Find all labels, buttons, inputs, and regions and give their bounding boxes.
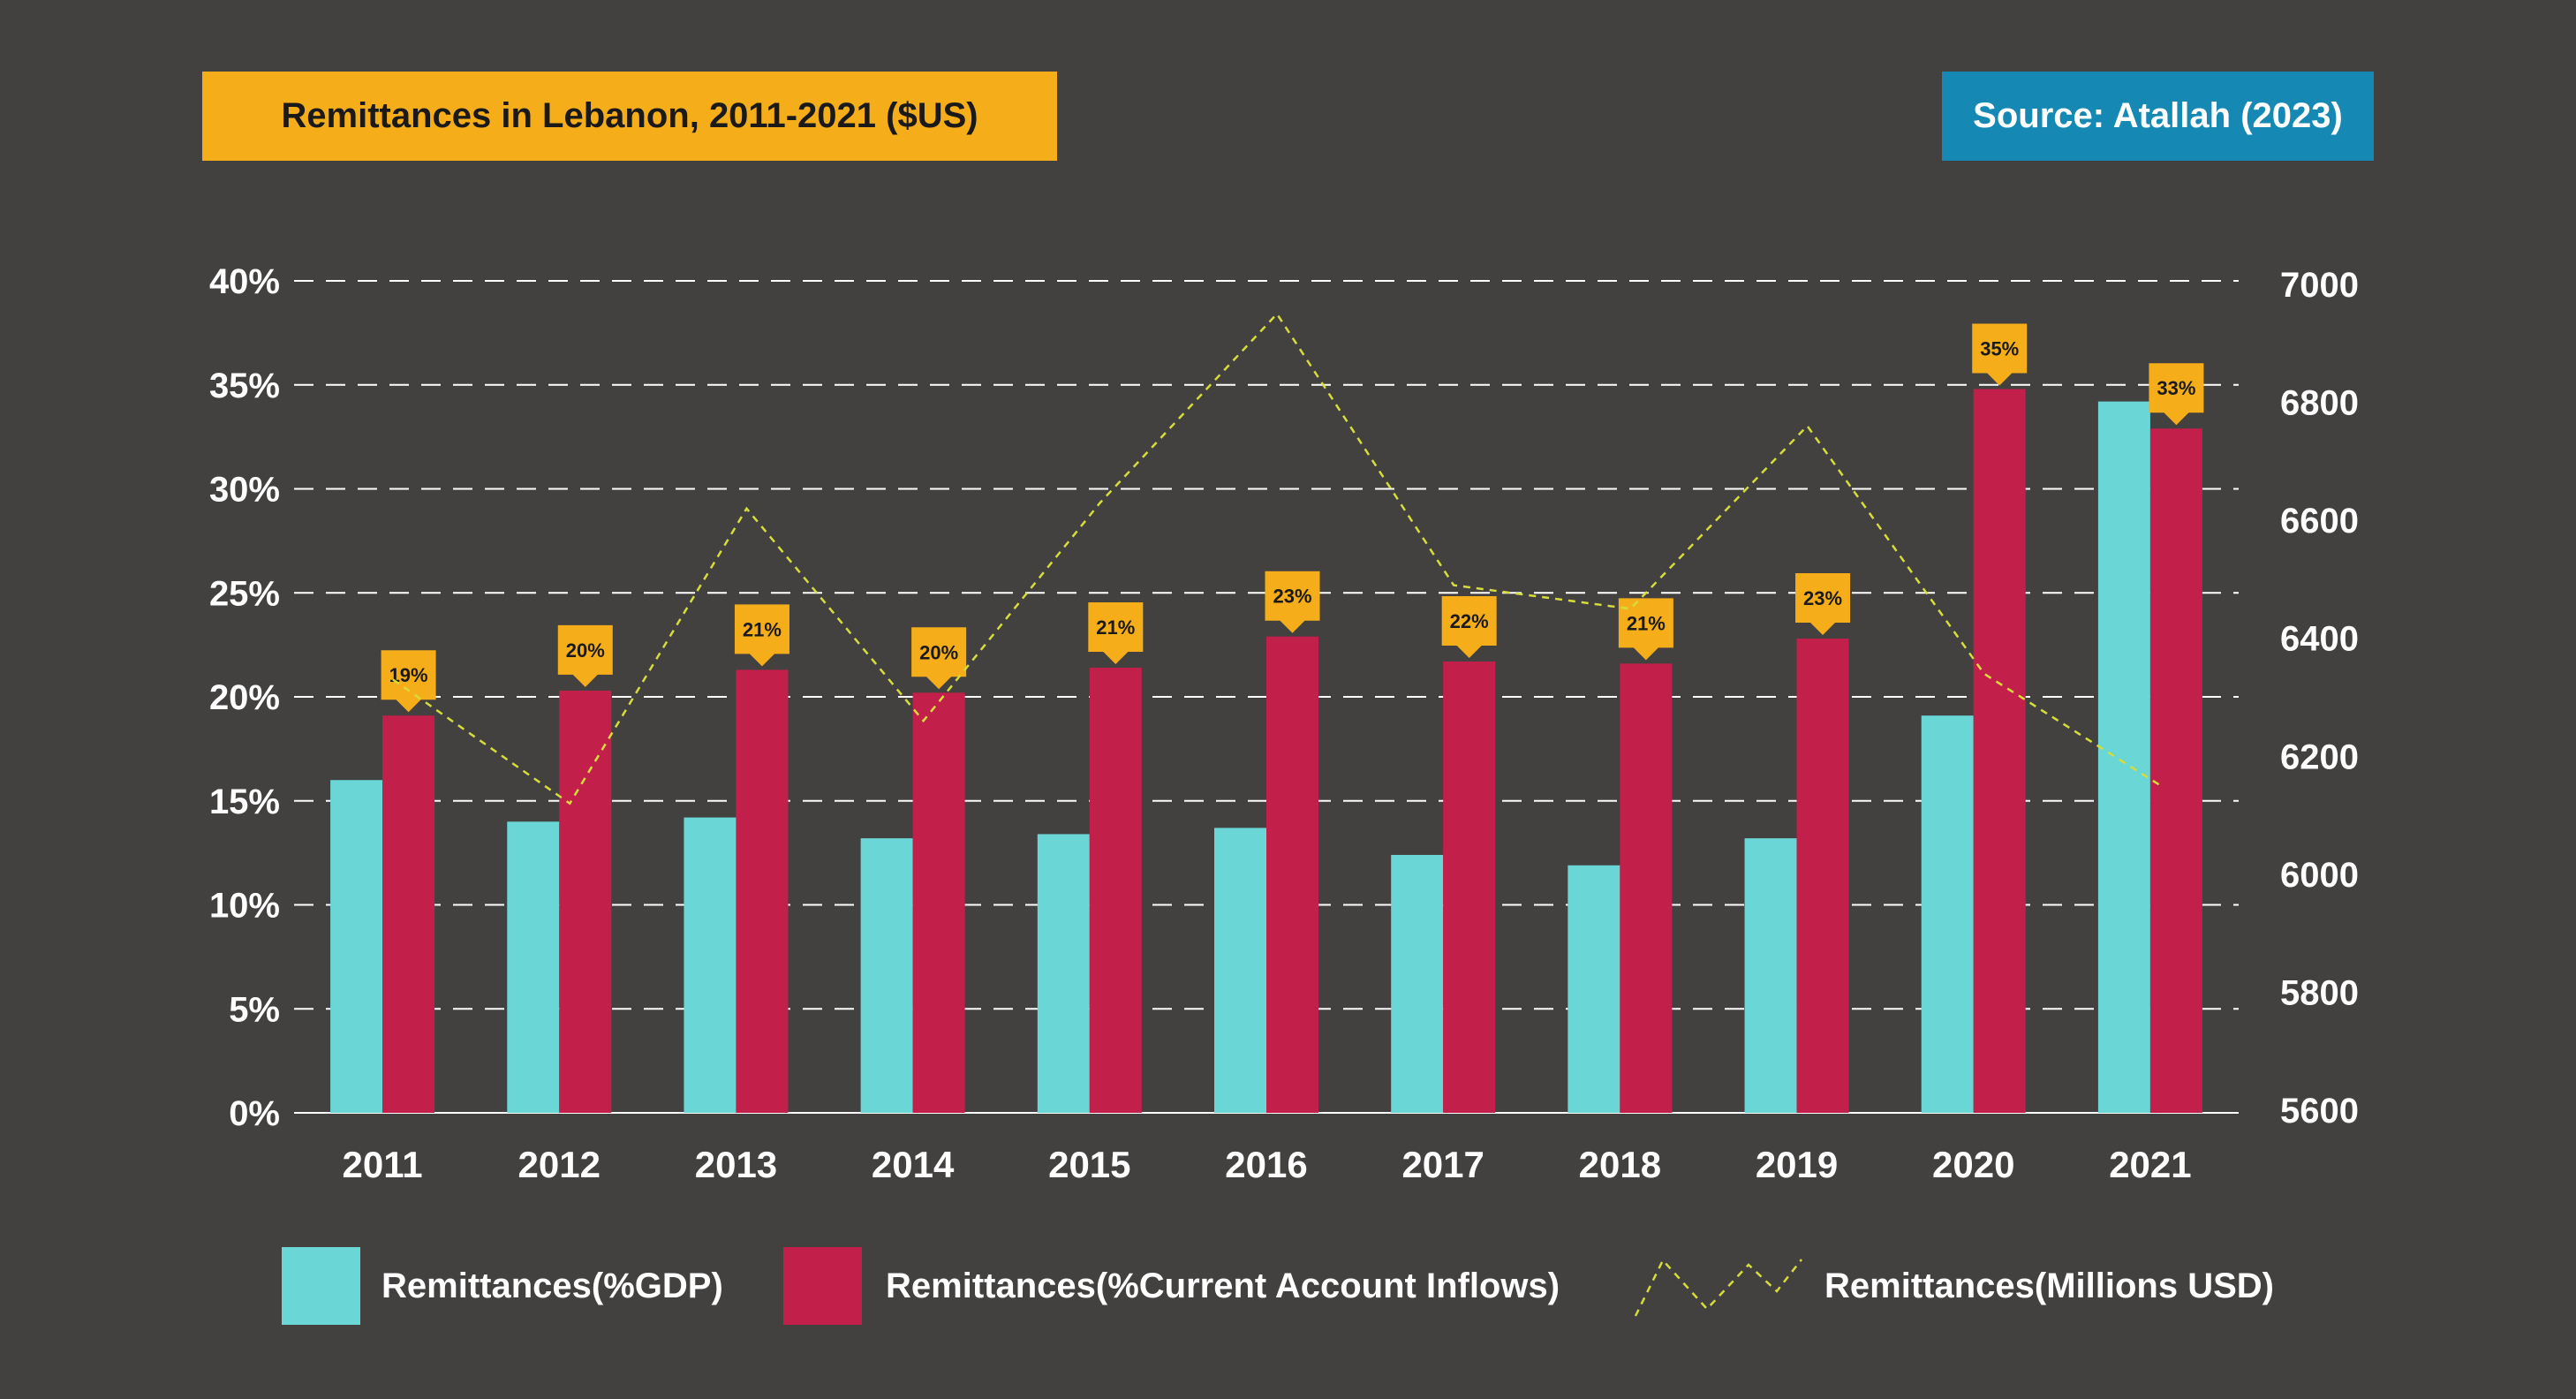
- y-right-tick-label: 5800: [2280, 973, 2359, 1012]
- data-label-callout: [1795, 573, 1851, 636]
- y-left-tick-label: 10%: [209, 887, 280, 926]
- legend-label-millions: Remittances(Millions USD): [1824, 1267, 2274, 1305]
- x-tick-label: 2020: [1932, 1144, 2014, 1185]
- data-label-callout: [1265, 571, 1320, 633]
- x-tick-label: 2019: [1756, 1144, 1838, 1185]
- bar-current-account: [559, 690, 612, 1113]
- y-left-tick-label: 5%: [229, 990, 280, 1029]
- bar-current-account: [912, 692, 965, 1113]
- source-label: Source: Atallah (2023): [1942, 72, 2374, 161]
- x-tick-label: 2012: [518, 1144, 601, 1185]
- y-left-tick-label: 40%: [209, 262, 280, 301]
- bar-gdp: [1214, 828, 1266, 1113]
- bar-gdp: [2097, 401, 2150, 1114]
- bar-gdp: [330, 780, 383, 1113]
- bar-gdp: [507, 821, 560, 1113]
- y-left-tick-label: 20%: [209, 678, 280, 717]
- y-left-tick-label: 35%: [209, 367, 280, 405]
- data-label: 21%: [743, 618, 782, 640]
- data-label-callout: [1441, 595, 1497, 658]
- bar-current-account: [1973, 389, 2026, 1114]
- y-left-tick-label: 15%: [209, 783, 280, 821]
- data-label: 23%: [1273, 586, 1311, 608]
- bar-gdp: [1921, 715, 1974, 1113]
- y-right-tick-label: 6000: [2280, 856, 2359, 895]
- bar-gdp: [1744, 838, 1797, 1113]
- data-label-callout: [381, 650, 436, 713]
- chart-title: Remittances in Lebanon, 2011-2021 ($US): [202, 72, 1057, 161]
- data-label-callout: [557, 624, 613, 687]
- data-label: 35%: [1980, 337, 2019, 359]
- bar-current-account: [1266, 636, 1318, 1113]
- bar-current-account: [1796, 639, 1849, 1113]
- bar-current-account: [1089, 668, 1142, 1113]
- data-label-callout: [734, 604, 789, 667]
- data-label-callout: [1088, 602, 1144, 665]
- data-label: 20%: [919, 641, 958, 663]
- legend-label-gdp: Remittances(%GDP): [381, 1267, 723, 1305]
- x-tick-label: 2018: [1579, 1144, 1661, 1185]
- data-label-callout: [1972, 323, 2028, 386]
- x-tick-label: 2011: [343, 1144, 423, 1185]
- y-right-tick-label: 6600: [2280, 502, 2359, 541]
- legend-swatch-gdp: [282, 1247, 360, 1325]
- data-label: 22%: [1450, 610, 1489, 632]
- data-label-callout: [1618, 598, 1673, 661]
- x-tick-label: 2017: [1401, 1144, 1484, 1185]
- y-right-tick-label: 6400: [2280, 620, 2359, 659]
- data-label: 21%: [1627, 612, 1666, 634]
- y-left-tick-label: 0%: [229, 1094, 280, 1133]
- bar-gdp: [1568, 865, 1620, 1113]
- data-label: 21%: [1096, 616, 1135, 639]
- y-right-tick-label: 6200: [2280, 737, 2359, 776]
- y-right-tick-label: 6800: [2280, 384, 2359, 423]
- data-label: 19%: [389, 664, 428, 686]
- bar-gdp: [1391, 854, 1444, 1113]
- bar-current-account: [382, 715, 435, 1113]
- bar-current-account: [1620, 663, 1673, 1113]
- bar-gdp: [1037, 834, 1090, 1113]
- data-label: 20%: [566, 639, 605, 662]
- bar-gdp: [860, 838, 913, 1113]
- y-right-tick-label: 7000: [2280, 266, 2359, 305]
- x-tick-label: 2021: [2109, 1144, 2191, 1185]
- y-left-tick-label: 25%: [209, 574, 280, 613]
- legend-label-current-account: Remittances(%Current Account Inflows): [886, 1267, 1560, 1305]
- bar-current-account: [736, 669, 789, 1113]
- y-right-tick-label: 5600: [2280, 1092, 2359, 1131]
- data-label-callout: [2149, 363, 2204, 426]
- x-tick-label: 2015: [1048, 1144, 1130, 1185]
- y-left-tick-label: 30%: [209, 471, 280, 510]
- x-tick-label: 2013: [695, 1144, 777, 1185]
- bar-current-account: [1443, 661, 1496, 1113]
- data-label-callout: [911, 627, 967, 690]
- data-label: 23%: [1803, 587, 1842, 609]
- data-label: 33%: [2157, 377, 2195, 399]
- legend-swatch-millions: [1634, 1258, 1802, 1317]
- x-tick-label: 2014: [872, 1144, 955, 1185]
- bar-gdp: [684, 817, 737, 1113]
- legend-swatch-current-account: [783, 1247, 862, 1325]
- bar-current-account: [2149, 428, 2202, 1114]
- x-tick-label: 2016: [1225, 1144, 1307, 1185]
